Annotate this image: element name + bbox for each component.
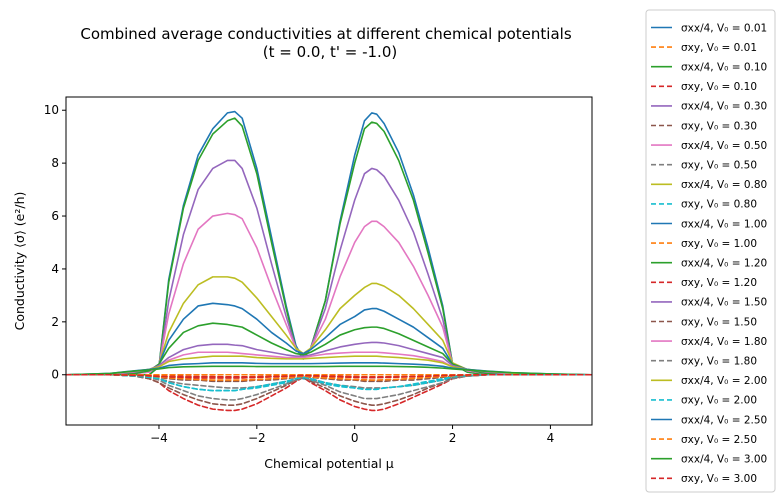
legend-label: σxx/4, V₀ = 0.30: [681, 101, 767, 113]
legend-label: σxy, V₀ = 1.20: [681, 277, 757, 289]
legend-label: σxx/4, V₀ = 1.20: [681, 258, 767, 270]
x-tick-label: 4: [547, 431, 555, 445]
legend-label: σxy, V₀ = 0.30: [681, 120, 757, 132]
legend-label: σxy, V₀ = 0.10: [681, 81, 757, 93]
series-line-14: [66, 373, 592, 412]
legend-label: σxy, V₀ = 2.50: [681, 434, 757, 446]
y-tick-label: 0: [51, 368, 59, 382]
y-axis-label: Conductivity ⟨σ⟩ (e²/h): [12, 192, 27, 331]
y-tick-label: 4: [51, 262, 59, 276]
series-line-21: [66, 362, 592, 376]
legend-label: σxx/4, V₀ = 2.00: [681, 375, 767, 387]
series-line-3: [66, 117, 592, 376]
series-line-23: [66, 365, 592, 376]
series-layer: [66, 110, 592, 412]
series-line-17: [66, 351, 592, 376]
series-line-15: [66, 341, 592, 376]
y-axis: 0 2 4 6 8 10: [44, 103, 66, 382]
chart-subtitle: (t = 0.0, t' = -1.0): [263, 43, 397, 61]
series-line-9: [66, 276, 592, 376]
y-tick-label: 6: [51, 209, 59, 223]
legend-label: σxy, V₀ = 0.50: [681, 160, 757, 172]
series-line-11: [66, 302, 592, 376]
legend-label: σxx/4, V₀ = 1.00: [681, 218, 767, 230]
series-line-24: [66, 373, 592, 379]
legend-label: σxy, V₀ = 0.80: [681, 199, 757, 211]
series-line-8: [66, 373, 592, 389]
chart-title: Combined average conductivities at diffe…: [80, 25, 571, 43]
series-line-20: [66, 373, 592, 392]
legend-label: σxy, V₀ = 0.01: [681, 42, 757, 54]
legend-label: σxx/4, V₀ = 3.00: [681, 454, 767, 466]
legend-label: σxx/4, V₀ = 0.80: [681, 179, 767, 191]
legend-label: σxy, V₀ = 1.50: [681, 316, 757, 328]
y-tick-label: 8: [51, 156, 59, 170]
x-tick-label: 2: [449, 431, 457, 445]
legend-label: σxy, V₀ = 1.80: [681, 356, 757, 368]
plot-frame: [65, 96, 593, 426]
legend-label: σxy, V₀ = 1.00: [681, 238, 757, 250]
plot-area: [65, 96, 593, 426]
series-line-19: [66, 355, 592, 376]
x-tick-label: 0: [351, 431, 359, 445]
legend: σxx/4, V₀ = 0.01 σxy, V₀ = 0.01 σxx/4, V₀ …: [645, 9, 776, 493]
legend-label: σxy, V₀ = 2.00: [681, 395, 757, 407]
legend-entries: σxx/4, V₀ = 0.01 σxy, V₀ = 0.01 σxx/4, V₀ …: [651, 22, 767, 485]
legend-label: σxx/4, V₀ = 1.80: [681, 336, 767, 348]
series-line-13: [66, 322, 592, 376]
y-tick-label: 2: [51, 315, 59, 329]
legend-frame: [645, 9, 776, 493]
x-tick-label: −2: [248, 431, 266, 445]
legend-label: σxx/4, V₀ = 2.50: [681, 414, 767, 426]
series-line-22: [66, 373, 592, 381]
x-tick-label: −4: [150, 431, 168, 445]
legend-label: σxx/4, V₀ = 0.50: [681, 140, 767, 152]
legend-label: σxy, V₀ = 3.00: [681, 473, 757, 485]
series-line-18: [66, 373, 592, 401]
legend-label: σxx/4, V₀ = 0.01: [681, 22, 767, 34]
x-axis-label: Chemical potential μ: [264, 456, 394, 471]
x-axis: −4 −2 0 2 4: [150, 425, 554, 445]
legend-label: σxx/4, V₀ = 0.10: [681, 62, 767, 74]
legend-label: σxx/4, V₀ = 1.50: [681, 297, 767, 309]
y-tick-label: 10: [44, 103, 59, 117]
